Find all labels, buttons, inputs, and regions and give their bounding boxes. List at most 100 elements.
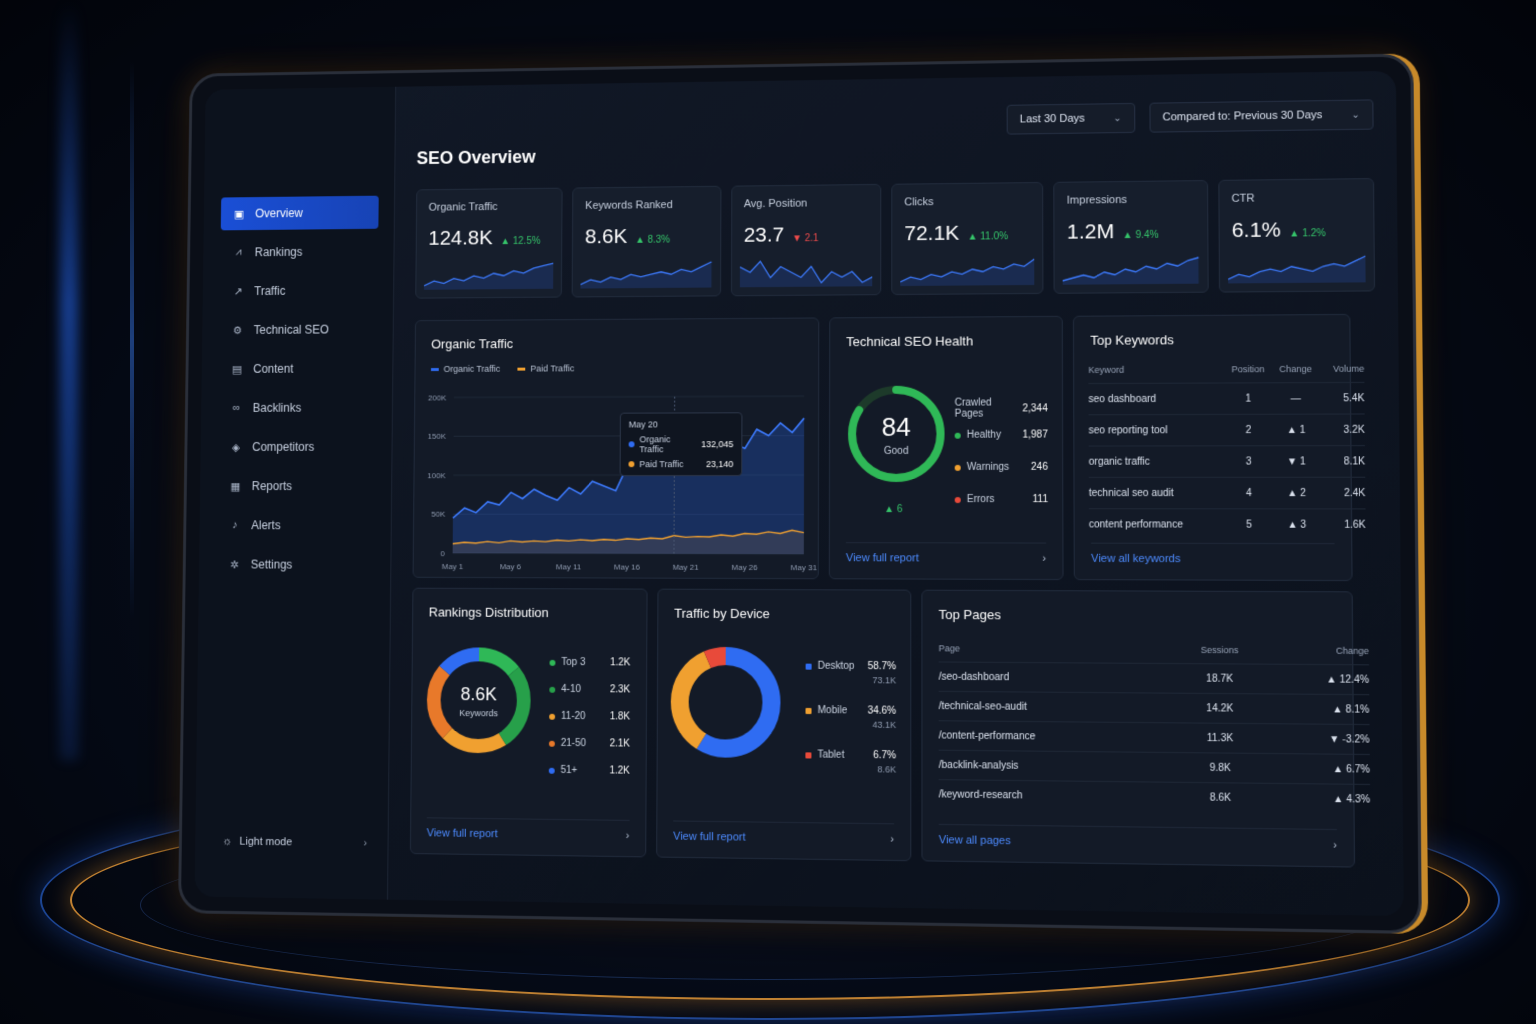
rankings-total-label: Keywords [424,708,534,719]
kpi-delta: ▲ 1.2% [1289,228,1326,239]
health-breakdown: Healthy 1,987 Warnings 246 Errors 111 [830,317,1062,319]
table-row[interactable]: /seo-dashboard 18.7K ▲ 12.4% [939,662,1370,695]
compare-label: Compared to: Previous 30 Days [1162,109,1322,123]
light-mode-toggle[interactable]: ☼ Light mode › [212,835,367,849]
status-dot [955,432,961,438]
legend-dot [549,767,555,773]
organic-traffic-chart[interactable]: 200K 150K 100K 50K 0 May 1 May 6 May 11 May 16 Ma… [414,378,821,580]
col-header-sessions[interactable]: Sessions [1174,645,1266,664]
col-header-change[interactable]: Change [1272,364,1319,383]
compare-select[interactable]: Compared to: Previous 30 Days ⌄ [1149,99,1373,132]
device-row-tablet: Tablet 6.7% 8.6K [805,749,896,774]
col-header-keyword[interactable]: Keyword [1088,364,1224,383]
table-row[interactable]: seo reporting tool 2 ▲ 1 3.2K [1089,414,1365,446]
cell-sessions: 9.8K [1174,753,1266,784]
health-row-healthy: Healthy 1,987 [955,429,1048,440]
sidebar-item-alerts[interactable]: ♪ Alerts [217,509,376,543]
col-header-page[interactable]: Page [939,643,1174,663]
kpi-delta: ▲ 9.4% [1122,230,1158,241]
date-range-label: Last 30 Days [1020,113,1085,126]
status-dot [955,497,961,503]
sidebar-item-technical-seo[interactable]: ⚙ Technical SEO [219,313,377,347]
kpi-card-impressions[interactable]: Impressions 1.2M ▲ 9.4% [1054,180,1209,294]
sidebar-item-label: Rankings [255,245,303,259]
table-row[interactable]: /backlink-analysis 9.8K ▲ 6.7% [939,750,1370,784]
legend-dot [550,659,556,665]
link-label: View all keywords [1091,552,1181,564]
link-label: View full report [427,827,498,840]
cell-sessions: 11.3K [1174,723,1266,754]
health-score-value: 84 [844,412,949,443]
kpi-card-keywords-ranked[interactable]: Keywords Ranked 8.6K ▲ 8.3% [572,186,721,298]
kpi-card-organic-traffic[interactable]: Organic Traffic 124.8K ▲ 12.5% [415,188,563,299]
table-row[interactable]: content performance 5 ▲ 3 1.6K [1089,509,1366,541]
sidebar-item-settings[interactable]: ✲ Settings [216,548,375,582]
rank-label: Top 3 [561,657,585,668]
device-legend: Desktop 58.7% 73.1K Mobile 34.6% 43.1K Tablet 6… [658,590,910,591]
view-all-keywords-link[interactable]: View all keywords [1091,543,1335,566]
chart-legend: Organic Traffic Paid Traffic [431,363,574,374]
traffic-by-device-panel: Traffic by Device Desktop 58.7% 73.1K Mobil… [656,589,911,862]
sidebar-item-label: Reports [252,479,292,493]
top-pages-panel: Top Pages Page Sessions Change /seo-dash… [921,590,1355,868]
table-row[interactable]: /technical-seo-audit 14.2K ▲ 8.1% [939,691,1370,724]
kpi-sparkline [1228,252,1366,283]
competitors-icon: ◈ [229,441,243,454]
rank-row-51: 51+ 1.2K [549,765,630,777]
legend-dot [549,740,555,746]
cell-change: ▲ 3 [1273,509,1321,541]
view-full-report-link[interactable]: View full report › [846,542,1046,565]
cell-sessions: 14.2K [1174,693,1266,723]
x-tick-label: May 1 [442,562,463,571]
cell-keyword: technical seo audit [1089,477,1225,509]
sparkline-area [900,259,1034,286]
link-label: View full report [846,552,919,564]
kpi-card-ctr[interactable]: CTR 6.1% ▲ 1.2% [1218,178,1375,293]
col-header-volume[interactable]: Volume [1319,364,1364,383]
cell-keyword: seo dashboard [1088,383,1224,415]
view-all-pages-link[interactable]: View all pages › [939,824,1337,852]
kpi-delta: ▲ 8.3% [635,235,670,246]
kpi-value-row: 72.1K ▲ 11.0% [904,221,1030,246]
sidebar-item-backlinks[interactable]: ∞ Backlinks [218,391,377,425]
device-row-desktop: Desktop 58.7% 73.1K [806,661,897,686]
view-full-report-link[interactable]: View full report › [427,817,630,842]
rank-label: 21-50 [561,738,586,749]
view-full-report-link[interactable]: View full report › [673,820,894,845]
device-row-main: Mobile 34.6% [806,705,897,717]
sidebar-item-reports[interactable]: ▦ Reports [217,469,376,502]
tooltip-value: 132,045 [701,439,733,449]
table-row[interactable]: technical seo audit 4 ▲ 2 2.4K [1089,477,1366,509]
reports-icon: ▦ [229,480,243,493]
sidebar-item-label: Technical SEO [254,323,329,337]
kpi-delta: ▲ 11.0% [967,231,1008,242]
table-row[interactable]: /keyword-research 8.6K ▲ 4.3% [939,780,1371,815]
device-row-main: Desktop 58.7% [806,661,897,673]
col-header-change[interactable]: Change [1265,645,1369,665]
chevron-right-icon: › [364,837,368,849]
sidebar-item-traffic[interactable]: ↗ Traffic [220,274,378,308]
kpi-card-avg-position[interactable]: Avg. Position 23.7 ▼ 2.1 [731,184,882,296]
col-header-position[interactable]: Position [1224,364,1272,383]
cell-change: ▲ 1 [1272,414,1319,446]
cell-volume: 5.4K [1319,382,1364,414]
table-row[interactable]: seo dashboard 1—5.4K [1088,382,1364,414]
technical-seo-icon: ⚙ [231,324,244,337]
chevron-down-icon: ⌄ [1351,109,1360,120]
kpi-label: Clicks [904,195,1030,208]
kpi-card-clicks[interactable]: Clicks 72.1K ▲ 11.0% [891,182,1044,295]
crawled-pages-value: 2,344 [1022,403,1047,414]
sidebar-item-overview[interactable]: ▣ Overview [221,196,379,231]
rank-value: 1.2K [610,657,630,668]
table-row[interactable]: organic traffic 3 ▼ 1 8.1K [1089,446,1366,478]
panel-title: Top Pages [939,607,1001,622]
sidebar-item-rankings[interactable]: ⩘ Rankings [220,235,378,270]
sidebar-item-content[interactable]: ▤ Content [219,352,377,386]
cell-position: 1 [1224,383,1272,415]
kpi-value: 72.1K [904,222,959,246]
sidebar-item-competitors[interactable]: ◈ Competitors [218,430,377,464]
legend-label: Organic Traffic [444,364,501,374]
table-row[interactable]: /content-performance 11.3K ▼ -3.2% [939,721,1370,755]
y-tick-label: 0 [440,549,445,558]
date-range-select[interactable]: Last 30 Days ⌄ [1007,103,1135,135]
